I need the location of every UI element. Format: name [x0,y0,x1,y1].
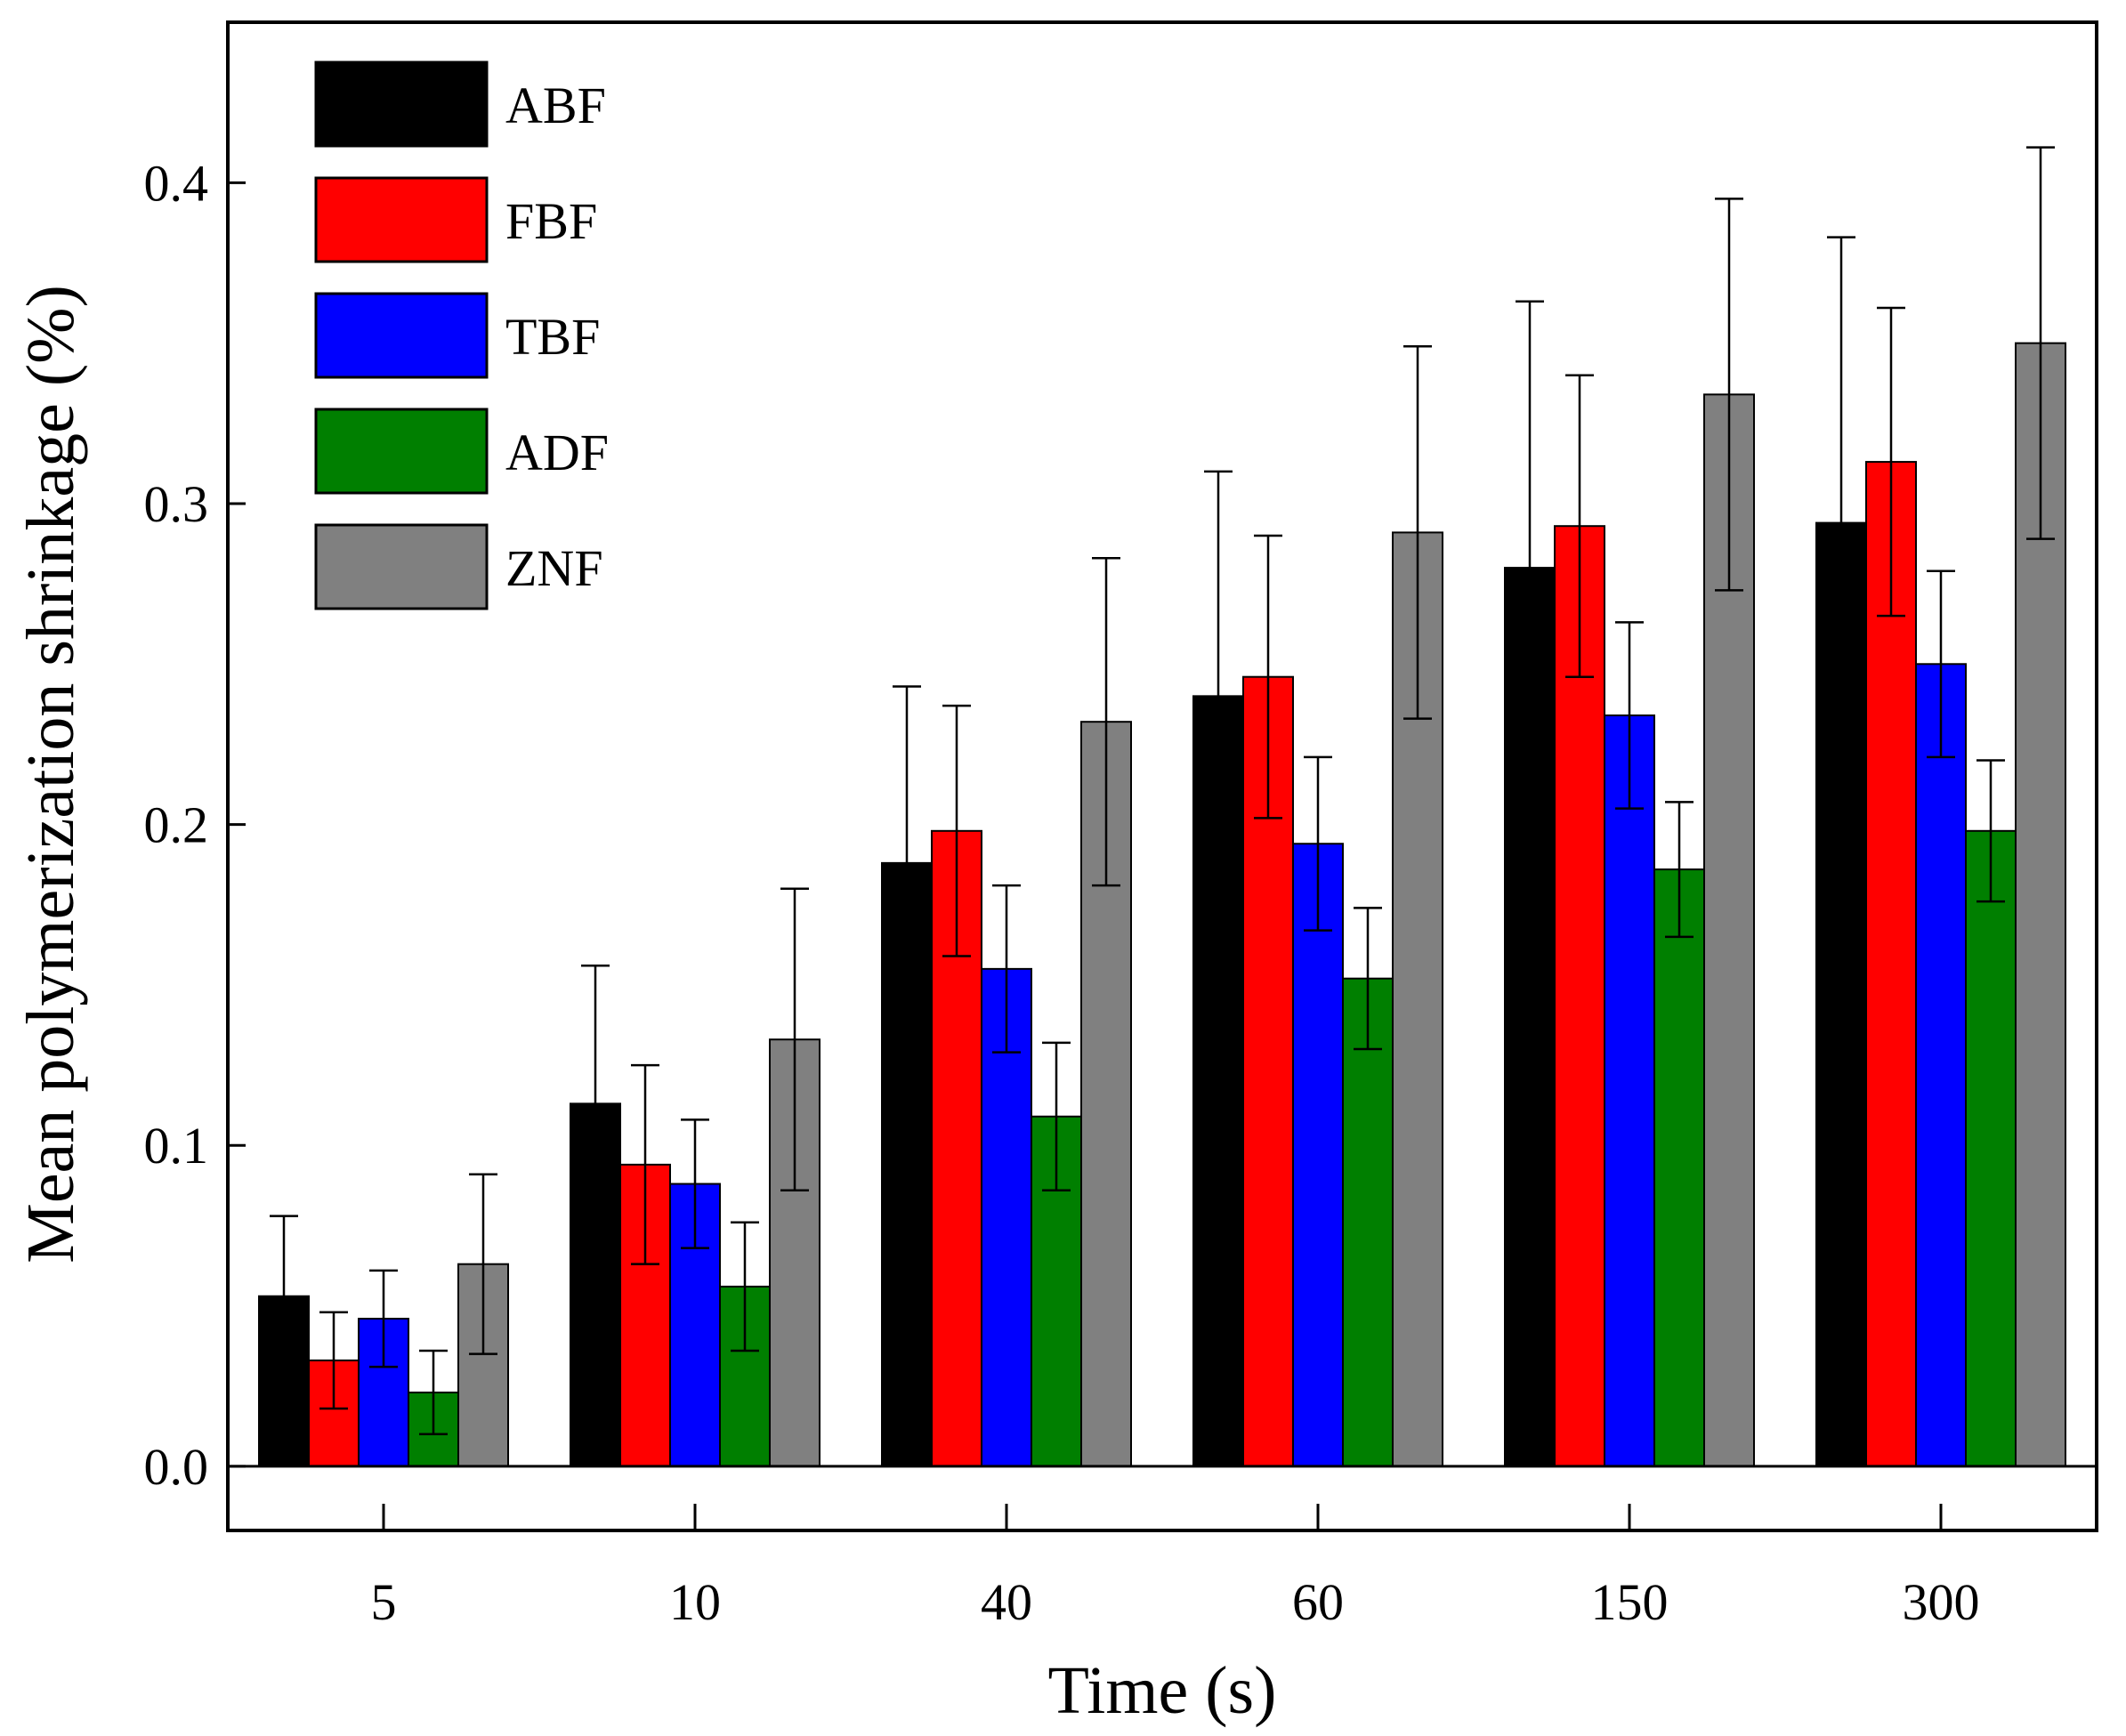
y-axis-title: Mean polymerization shrinkage (%) [13,285,88,1264]
bars-layer [258,342,2066,1467]
bar-tbf-150 [1604,714,1655,1467]
x-tick-label: 60 [1292,1573,1344,1631]
error-bars-layer [270,146,2055,1436]
x-tick-label: 40 [981,1573,1032,1631]
y-tick-label: 0.1 [144,1117,209,1175]
bar-tbf-60 [1292,843,1344,1467]
y-tick-label: 0.0 [144,1438,209,1496]
bar-tbf-300 [1915,663,1967,1467]
y-axis: 0.0 0.1 0.2 0.3 0.4 [144,154,246,1496]
legend-swatch-adf [314,408,489,495]
bar-adf-300 [1965,829,2017,1467]
bar-adf-60 [1342,977,1394,1467]
legend-swatch-znf [314,523,489,610]
legend-label-znf: ZNF [505,539,603,597]
x-axis-title: Time (s) [1048,1653,1277,1728]
bar-fbf-60 [1242,675,1294,1467]
legend-swatch-fbf [314,176,489,263]
plot-frame [226,20,2098,1532]
y-tick-label: 0.2 [144,796,209,854]
bar-fbf-150 [1554,525,1605,1467]
legend-swatch-abf [314,61,489,148]
x-axis: 5 10 40 60 150 300 [371,1504,1980,1631]
legend-label-fbf: FBF [505,192,597,250]
bar-fbf-300 [1865,461,1917,1467]
legend-label-tbf: TBF [505,308,600,366]
bar-adf-150 [1653,868,1705,1467]
legend-swatch-tbf [314,292,489,379]
x-tick-label: 10 [669,1573,721,1631]
y-tick-label: 0.4 [144,154,209,212]
legend: ABF FBF TBF ADF ZNF [314,61,609,610]
x-tick-label: 5 [371,1573,397,1631]
legend-label-adf: ADF [505,424,609,481]
legend-label-abf: ABF [505,77,606,134]
x-tick-label: 300 [1903,1573,1980,1631]
x-tick-label: 150 [1591,1573,1669,1631]
y-tick-label: 0.3 [144,475,209,533]
